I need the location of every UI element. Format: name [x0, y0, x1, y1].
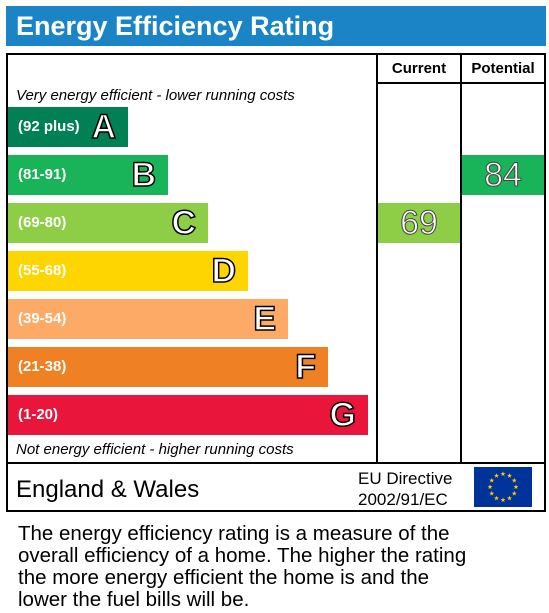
caption-line: lower the fuel bills will be.	[18, 588, 250, 611]
eu-flag-icon	[474, 467, 532, 507]
top-note: Very energy efficient - lower running co…	[16, 87, 295, 104]
potential-rating-marker: 84	[462, 155, 544, 195]
band-range-label: (55-68)	[18, 262, 67, 279]
band-g: (1-20) G	[8, 395, 368, 435]
potential-column-divider	[460, 53, 462, 464]
rating-frame	[6, 53, 546, 512]
band-letter: G	[329, 395, 357, 435]
region-label: England & Wales	[16, 476, 200, 503]
caption-line: the more energy efficient the home is an…	[18, 566, 430, 589]
footer-divider	[6, 462, 546, 464]
column-header-divider	[376, 82, 546, 84]
caption-line: The energy efficiency rating is a measur…	[18, 522, 450, 545]
band-d: (55-68) D	[8, 251, 248, 291]
band-f: (21-38) F	[8, 347, 328, 387]
band-letter: F	[294, 347, 316, 387]
band-letter: E	[253, 299, 277, 339]
band-range-label: (92 plus)	[18, 118, 80, 135]
band-range-label: (39-54)	[18, 310, 67, 327]
band-letter: A	[91, 107, 117, 147]
band-a: (92 plus) A	[8, 107, 128, 147]
band-letter: B	[131, 155, 157, 195]
caption: The energy efficiency rating is a measur…	[18, 523, 538, 611]
directive-line-1: EU Directive	[358, 469, 453, 488]
current-rating-marker: 69	[378, 203, 460, 243]
chart-title: Energy Efficiency Rating	[6, 6, 546, 46]
bottom-note: Not energy efficient - higher running co…	[16, 441, 294, 458]
potential-column-header: Potential	[471, 60, 535, 77]
band-range-label: (1-20)	[18, 406, 59, 423]
band-b: (81-91) B	[8, 155, 168, 195]
band-letter: D	[211, 251, 237, 291]
band-letter: C	[171, 203, 197, 243]
band-range-label: (81-91)	[18, 166, 67, 183]
eu-directive: EU Directive 2002/91/EC	[358, 468, 452, 510]
band-e: (39-54) E	[8, 299, 288, 339]
band-range-label: (69-80)	[18, 214, 67, 231]
directive-line-2: 2002/91/EC	[358, 490, 448, 509]
band-c: (69-80) C	[8, 203, 208, 243]
band-range-label: (21-38)	[18, 358, 67, 375]
current-column-header: Current	[391, 60, 447, 77]
current-column-divider	[376, 53, 378, 464]
caption-line: overall efficiency of a home. The higher…	[18, 544, 467, 567]
